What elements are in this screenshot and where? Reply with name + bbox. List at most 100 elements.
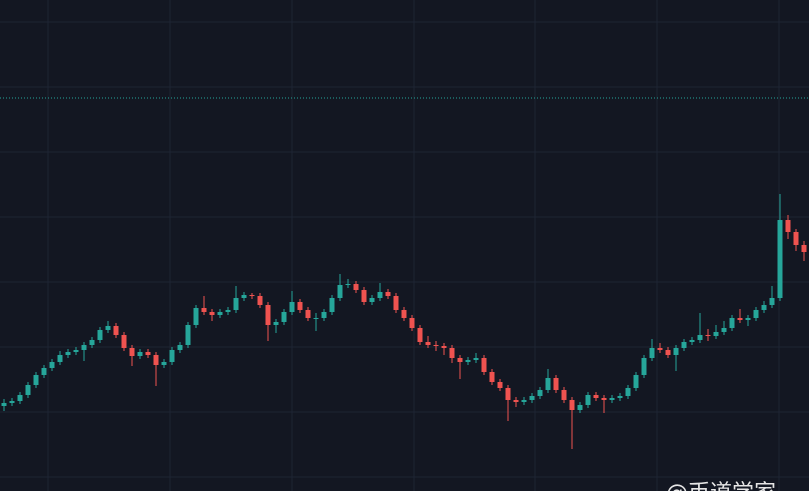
candle-body	[321, 312, 327, 318]
candle-body	[689, 340, 695, 342]
candle-body	[601, 398, 607, 400]
candle-body	[545, 378, 551, 390]
candle-body	[521, 400, 527, 402]
candle-body	[801, 245, 807, 252]
candle-body	[1, 403, 7, 406]
candle-body	[513, 400, 519, 402]
candle-body	[585, 395, 591, 405]
candle-body	[153, 355, 159, 365]
candle-body	[433, 345, 439, 346]
candle-body	[737, 318, 743, 320]
candle-body	[305, 310, 311, 318]
candle-body	[665, 350, 671, 355]
candle-body	[289, 302, 295, 312]
candle-body	[121, 335, 127, 348]
candle-body	[505, 388, 511, 400]
candle-body	[497, 382, 503, 388]
candle-body	[449, 348, 455, 358]
candle-body	[633, 375, 639, 388]
candle-body	[377, 292, 383, 298]
candle-body	[345, 284, 351, 285]
candle-body	[617, 396, 623, 398]
candle-body	[729, 318, 735, 328]
candle-body	[553, 378, 559, 390]
candle-body	[537, 390, 543, 396]
candle-body	[753, 310, 759, 318]
candle-body	[9, 401, 15, 403]
candle-body	[41, 368, 47, 375]
candle-body	[57, 355, 63, 362]
candle-body	[425, 342, 431, 345]
candle-body	[97, 330, 103, 340]
candle-body	[761, 305, 767, 310]
candle-body	[129, 348, 135, 356]
candle-body	[297, 302, 303, 310]
candle-body	[641, 358, 647, 375]
candle-body	[785, 220, 791, 232]
candle-body	[705, 335, 711, 336]
candle-body	[193, 308, 199, 325]
candle-body	[81, 345, 87, 350]
candle-body	[225, 310, 231, 312]
candle-body	[681, 342, 687, 348]
candle-body	[17, 395, 23, 401]
candle-body	[353, 284, 359, 290]
candle-body	[329, 298, 335, 312]
candle-body	[201, 308, 207, 312]
candle-body	[569, 400, 575, 410]
candle-body	[89, 340, 95, 345]
watermark: @币道学家	[666, 481, 776, 491]
candle-body	[337, 285, 343, 298]
candle-body	[793, 232, 799, 245]
candle-body	[313, 318, 319, 319]
candle-body	[593, 395, 599, 398]
candle-body	[209, 312, 215, 315]
candle-body	[145, 352, 151, 355]
candle-body	[721, 328, 727, 332]
candle-body	[233, 298, 239, 310]
candle-body	[241, 295, 247, 298]
candle-body	[65, 352, 71, 355]
candle-body	[713, 332, 719, 336]
candle-body	[489, 372, 495, 382]
candle-body	[73, 350, 79, 352]
candle-body	[769, 298, 775, 305]
candle-body	[673, 348, 679, 355]
candle-body	[361, 290, 367, 302]
candle-body	[177, 345, 183, 350]
candle-body	[257, 296, 263, 305]
candle-body	[33, 375, 39, 385]
candle-body	[113, 326, 119, 335]
candle-body	[281, 312, 287, 322]
candle-body	[161, 362, 167, 365]
candle-body	[577, 405, 583, 410]
candle-body	[273, 322, 279, 325]
candle-body	[393, 296, 399, 310]
candle-body	[481, 358, 487, 372]
candle-body	[217, 312, 223, 315]
candle-body	[417, 328, 423, 342]
candle-body	[777, 220, 783, 298]
candle-body	[745, 318, 751, 320]
candle-body	[369, 298, 375, 302]
candle-body	[409, 318, 415, 328]
candle-body	[529, 396, 535, 400]
candle-body	[137, 352, 143, 356]
candle-body	[561, 390, 567, 400]
candle-body	[697, 335, 703, 340]
candle-body	[457, 358, 463, 362]
candle-body	[649, 348, 655, 358]
candle-body	[385, 292, 391, 296]
candle-body	[657, 348, 663, 350]
candle-body	[401, 310, 407, 318]
candle-body	[625, 388, 631, 396]
candle-body	[609, 398, 615, 400]
candle-body	[185, 325, 191, 345]
candle-body	[465, 360, 471, 362]
candle-body	[25, 385, 31, 395]
candle-body	[49, 362, 55, 368]
candle-body	[473, 358, 479, 360]
candle-body	[265, 305, 271, 325]
